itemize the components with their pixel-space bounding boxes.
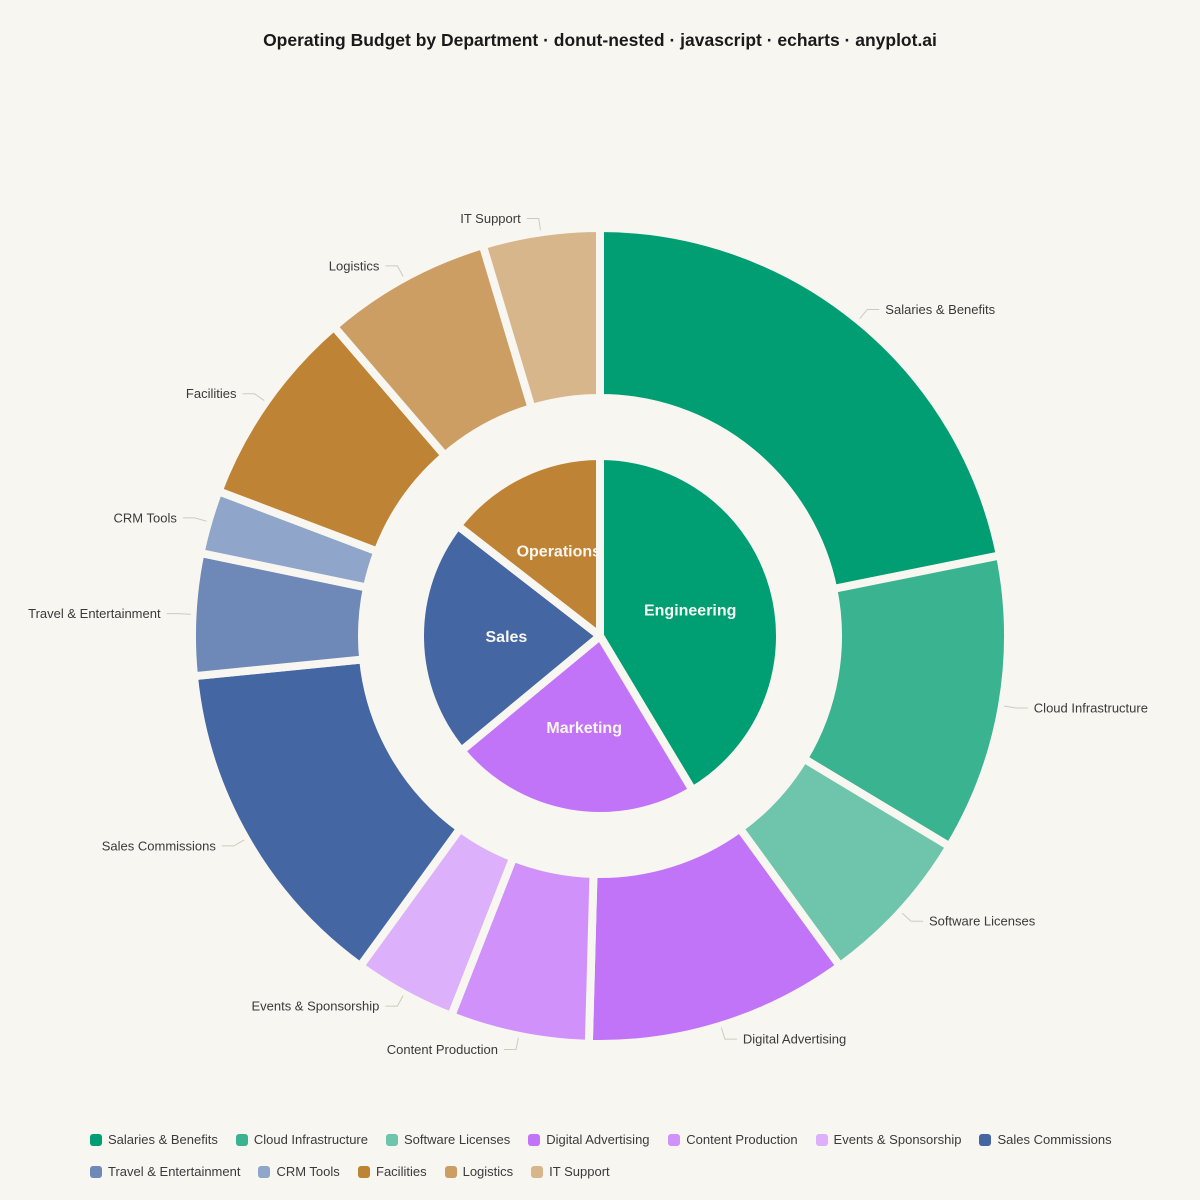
inner-label-marketing: Marketing bbox=[546, 720, 622, 737]
inner-label-engineering: Engineering bbox=[644, 603, 736, 620]
leader-line-events-and-sponsorship bbox=[385, 995, 404, 1007]
legend-swatch bbox=[90, 1133, 102, 1146]
legend-swatch bbox=[358, 1165, 371, 1178]
legend-swatch bbox=[235, 1133, 248, 1146]
legend-item-events-and-sponsorship[interactable]: Events & Sponsorship bbox=[815, 1132, 962, 1147]
leader-line-sales-commissions bbox=[221, 839, 245, 847]
leader-line-salaries-and-benefits bbox=[859, 308, 880, 320]
legend-item-it-support[interactable]: IT Support bbox=[531, 1164, 610, 1179]
legend-swatch bbox=[668, 1133, 681, 1146]
leader-line-digital-advertising bbox=[720, 1027, 737, 1040]
outer-label-facilities: Facilities bbox=[186, 386, 237, 401]
outer-labels: Salaries & Benefits Cloud Infrastructure S… bbox=[28, 211, 1148, 1057]
legend-label: Salaries & Benefits bbox=[108, 1132, 218, 1147]
chart-title: Operating Budget by Department · donut-n… bbox=[263, 30, 937, 50]
legend-label: Facilities bbox=[376, 1164, 427, 1179]
inner-slice-sales[interactable] bbox=[416, 521, 604, 755]
legend-label: IT Support bbox=[549, 1164, 610, 1179]
inner-labels: Engineering Marketing Sales Operations bbox=[486, 543, 737, 736]
outer-slice-sales-commissions[interactable] bbox=[189, 655, 465, 971]
legend-swatch bbox=[90, 1165, 102, 1178]
legend-swatch bbox=[815, 1133, 828, 1146]
leader-line-cloud-infrastructure bbox=[1003, 705, 1028, 709]
legend-label: Digital Advertising bbox=[546, 1132, 650, 1147]
leader-line-travel-and-entertainment bbox=[166, 613, 191, 615]
legend-label: Content Production bbox=[686, 1132, 798, 1147]
legend-swatch bbox=[258, 1165, 271, 1178]
legend-label: Software Licenses bbox=[403, 1132, 511, 1147]
outer-ring bbox=[188, 224, 1012, 1048]
inner-slice-operations[interactable] bbox=[453, 452, 604, 640]
outer-label-logistics: Logistics bbox=[329, 258, 380, 273]
legend-item-logistics[interactable]: Logistics bbox=[444, 1164, 514, 1179]
inner-slice-marketing[interactable] bbox=[457, 632, 697, 820]
legend-item-software-licenses[interactable]: Software Licenses bbox=[385, 1132, 511, 1147]
inner-ring bbox=[416, 452, 784, 820]
legend-item-travel-and-entertainment[interactable]: Travel & Entertainment bbox=[90, 1164, 240, 1179]
legend-swatch bbox=[528, 1133, 541, 1146]
legend-item-content-production[interactable]: Content Production bbox=[668, 1132, 798, 1147]
legend-item-facilities[interactable]: Facilities bbox=[358, 1164, 427, 1179]
legend-swatch bbox=[444, 1165, 457, 1178]
outer-label-sales-commissions: Sales Commissions bbox=[102, 838, 217, 853]
legend-label: Logistics bbox=[462, 1164, 514, 1179]
outer-label-travel-and-entertainment: Travel & Entertainment bbox=[28, 606, 161, 621]
outer-label-cloud-infrastructure: Cloud Infrastructure bbox=[1034, 701, 1148, 716]
legend-swatch bbox=[385, 1133, 398, 1146]
outer-slice-it-support[interactable] bbox=[478, 224, 604, 413]
outer-label-content-production: Content Production bbox=[387, 1042, 498, 1057]
outer-label-it-support: IT Support bbox=[460, 211, 521, 226]
legend-item-sales-commissions[interactable]: Sales Commissions bbox=[979, 1132, 1112, 1147]
outer-label-software-licenses: Software Licenses bbox=[929, 914, 1036, 929]
legend-swatch bbox=[531, 1165, 544, 1178]
leader-line-content-production bbox=[504, 1037, 519, 1051]
legend-item-salaries-and-benefits[interactable]: Salaries & Benefits bbox=[90, 1132, 218, 1147]
legend-item-crm-tools[interactable]: CRM Tools bbox=[258, 1164, 340, 1179]
leader-line-crm-tools bbox=[182, 517, 207, 522]
legend-label: Travel & Entertainment bbox=[108, 1164, 241, 1179]
leader-line-software-licenses bbox=[901, 912, 924, 922]
inner-label-operations: Operations bbox=[517, 543, 602, 560]
legend-label: Events & Sponsorship bbox=[833, 1132, 962, 1147]
leader-line-logistics bbox=[385, 265, 404, 277]
legend-label: Sales Commissions bbox=[997, 1132, 1112, 1147]
leader-lines bbox=[166, 217, 1028, 1051]
outer-label-crm-tools: CRM Tools bbox=[114, 510, 178, 525]
outer-label-salaries-and-benefits: Salaries & Benefits bbox=[885, 302, 995, 317]
legend-item-cloud-infrastructure[interactable]: Cloud Infrastructure bbox=[235, 1132, 368, 1147]
leader-line-facilities bbox=[242, 393, 265, 401]
outer-label-digital-advertising: Digital Advertising bbox=[743, 1032, 846, 1047]
legend-label: CRM Tools bbox=[276, 1164, 340, 1179]
leader-line-it-support bbox=[526, 217, 541, 231]
legend-swatch bbox=[979, 1133, 992, 1146]
outer-slice-salaries-and-benefits[interactable] bbox=[596, 224, 1004, 593]
outer-label-events-and-sponsorship: Events & Sponsorship bbox=[251, 999, 379, 1014]
legend-label: Cloud Infrastructure bbox=[253, 1132, 368, 1147]
inner-label-sales: Sales bbox=[486, 629, 528, 646]
legend-item-digital-advertising[interactable]: Digital Advertising bbox=[528, 1132, 650, 1147]
